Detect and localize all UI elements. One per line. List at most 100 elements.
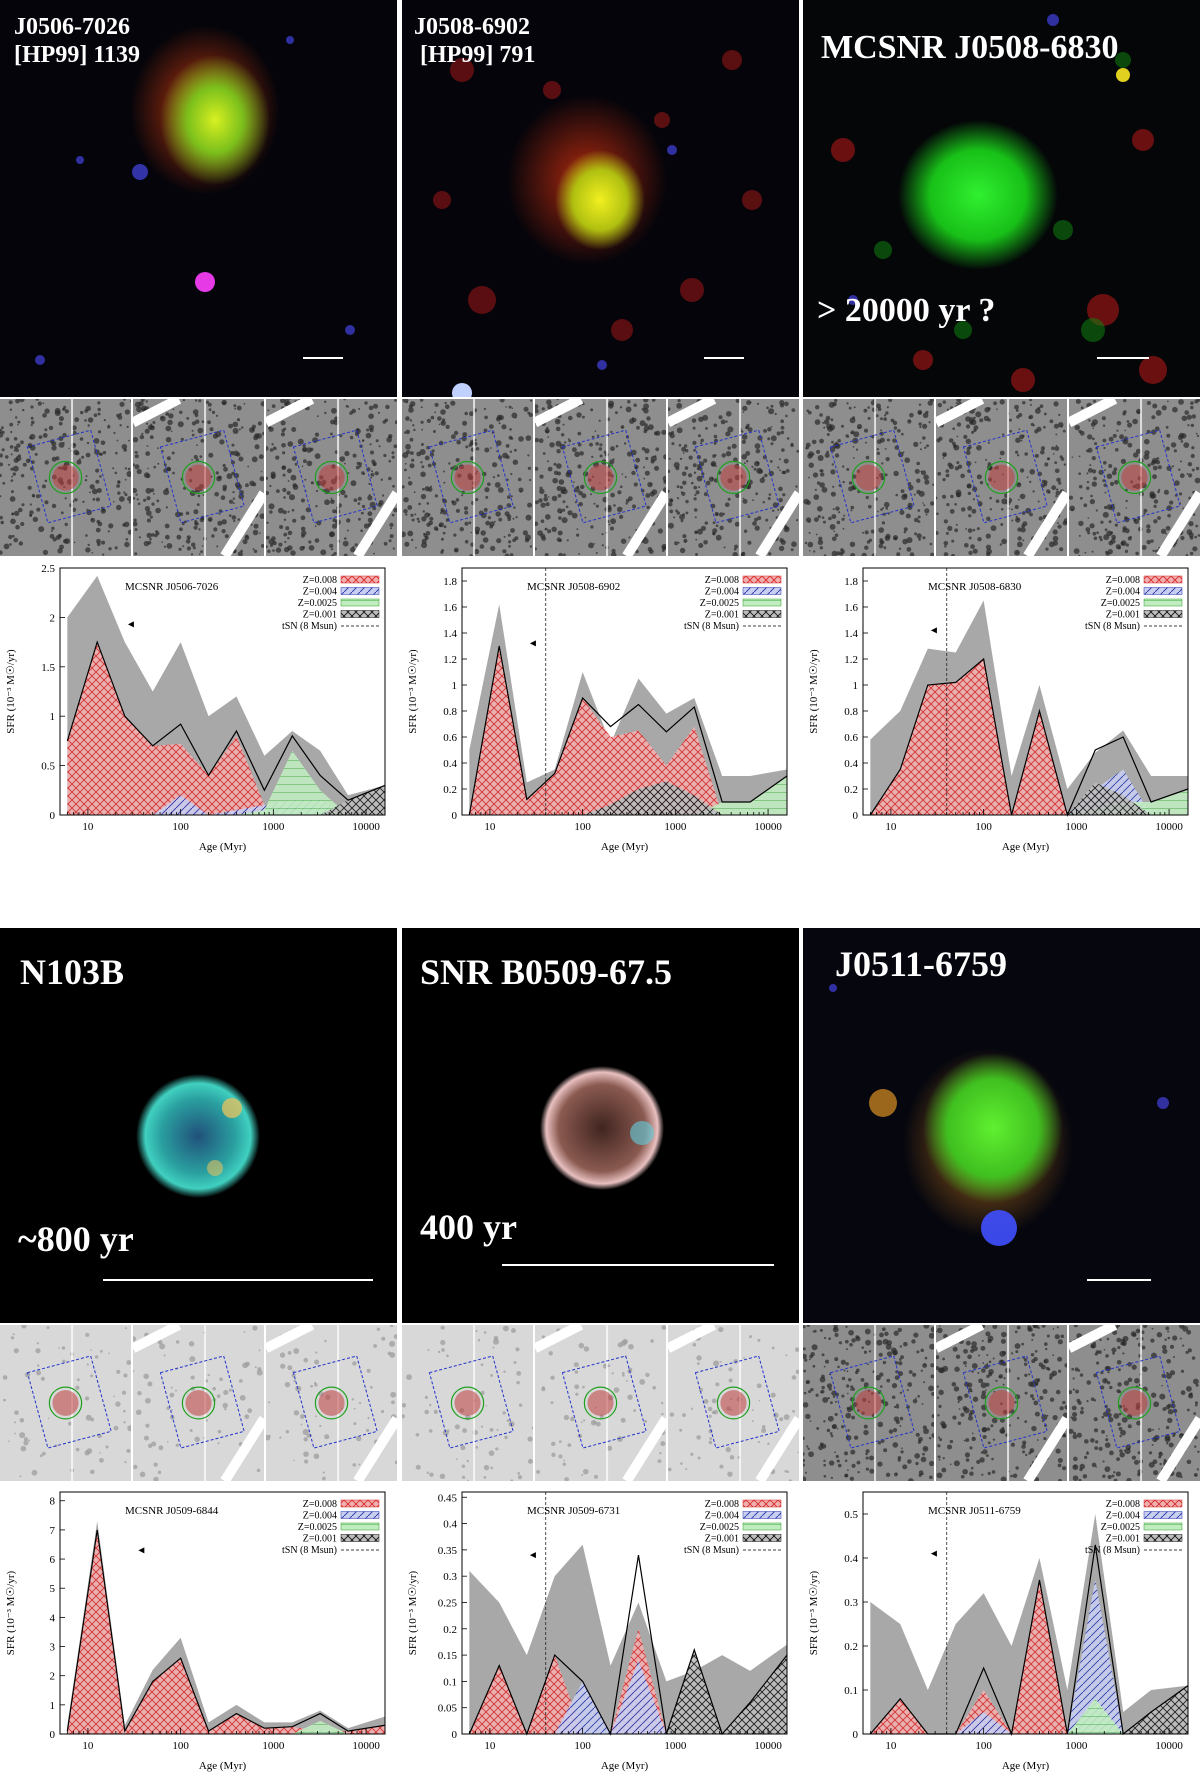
thumbnail xyxy=(668,399,799,556)
legend-label: Z=0.008 xyxy=(1106,575,1140,586)
y-tick-label: 0 xyxy=(452,1729,458,1741)
sfr-total-line xyxy=(66,640,386,801)
composite-image: MCSNR J0508-6830 > 20000 yr ? xyxy=(803,0,1200,397)
chart-title: MCSNR J0509-6731 xyxy=(527,1505,620,1517)
field-box xyxy=(829,1355,915,1449)
field-box xyxy=(561,1355,647,1449)
series-area-2 xyxy=(67,750,386,815)
thumbnail xyxy=(133,399,264,556)
legend-label: tSN (8 Msun) xyxy=(684,1545,739,1556)
image-title: SNR B0509-67.5 xyxy=(420,952,673,992)
snr-region xyxy=(454,1390,481,1416)
y-tick-label: 1 xyxy=(50,711,56,723)
sfr-uncertainty-envelope xyxy=(469,604,787,815)
age-arrow-marker xyxy=(529,640,536,647)
chart-title: MCSNR J0508-6902 xyxy=(527,581,620,593)
legend-label: Z=0.0025 xyxy=(700,1522,739,1533)
thumbnail xyxy=(0,399,131,556)
x-tick-label: 1000 xyxy=(262,1740,285,1752)
image-title: J0508-6902 [HP99] 791 xyxy=(414,14,536,68)
chart-svg: 0 0.1 0.2 0.3 0.4 0.5 10 100 1000 10000 Age (Myr) S… xyxy=(808,1491,1189,1772)
image-title: MCSNR J0508-6830 xyxy=(821,29,1119,66)
legend-label: Z=0.004 xyxy=(1106,587,1140,598)
chart-svg: 0 0.2 0.4 0.6 0.8 1 1.2 1.4 1.6 1.8 10 100 1000 10000… xyxy=(808,567,1189,853)
y-tick-label: 1.8 xyxy=(844,576,858,588)
y-tick-label: 0.4 xyxy=(844,1553,858,1565)
field-box xyxy=(26,1355,112,1449)
snr-region xyxy=(454,464,481,491)
y-tick-label: 0.6 xyxy=(443,732,457,744)
legend-label: tSN (8 Msun) xyxy=(1085,1545,1140,1556)
y-axis-label: SFR (10⁻³ M☉/yr) xyxy=(5,649,17,734)
legend-swatch xyxy=(1143,587,1183,595)
y-tick-label: 2 xyxy=(50,1671,56,1683)
legend-label: Z=0.004 xyxy=(705,1511,739,1522)
series-area-0 xyxy=(67,1529,386,1734)
thumbnail xyxy=(535,399,666,556)
y-tick-label: 0.1 xyxy=(443,1676,457,1688)
y-tick-label: 1 xyxy=(853,680,859,692)
snr-region xyxy=(855,464,882,491)
legend-label: Z=0.001 xyxy=(303,610,337,621)
y-tick-label: 0.2 xyxy=(443,1624,457,1636)
sfh-chart: 0 0.5 1 1.5 2 2.5 10 100 1000 10000 Age (Myr) SFR (… xyxy=(0,560,397,860)
x-axis-label: Age (Myr) xyxy=(199,841,247,853)
series-area-2 xyxy=(469,776,787,815)
age-arrow-marker xyxy=(930,627,937,634)
y-tick-label: 2.5 xyxy=(41,563,55,575)
series-area-3 xyxy=(469,1649,787,1734)
plot-frame xyxy=(862,567,1189,816)
thumbnail xyxy=(1069,1325,1200,1481)
composite-image: J0508-6902 [HP99] 791 xyxy=(402,0,799,397)
plot-frame xyxy=(59,567,386,816)
legend-label: Z=0.004 xyxy=(303,587,337,598)
snr-contour xyxy=(984,460,1019,495)
x-tick-label: 10000 xyxy=(352,1740,380,1752)
series-area-0 xyxy=(67,642,386,815)
chart-title: MCSNR J0511-6759 xyxy=(928,1505,1021,1517)
legend-swatch xyxy=(742,1534,782,1542)
snr-region xyxy=(318,1390,345,1416)
detection-thumbnails xyxy=(0,399,397,556)
field-box xyxy=(26,429,112,524)
legend-label: Z=0.001 xyxy=(1106,1534,1140,1545)
legend-label: Z=0.001 xyxy=(303,1534,337,1545)
age-label: > 20000 yr ? xyxy=(817,292,996,329)
x-tick-label: 1000 xyxy=(664,1740,687,1752)
y-tick-label: 0.4 xyxy=(443,1519,457,1531)
series-area-0 xyxy=(469,1628,787,1734)
snr-region xyxy=(988,1390,1015,1416)
snr-region xyxy=(855,1390,882,1416)
series-area-1 xyxy=(469,1660,787,1734)
sfr-total-line xyxy=(66,1529,386,1733)
legend-swatch xyxy=(340,1499,380,1508)
legend-swatch xyxy=(1143,575,1183,584)
y-tick-label: 0.05 xyxy=(438,1703,458,1715)
snr-contour xyxy=(450,1386,485,1420)
snr-region xyxy=(988,464,1015,491)
y-tick-label: 7 xyxy=(50,1525,56,1537)
composite-image: SNR B0509-67.5 400 yr xyxy=(402,928,799,1323)
field-box xyxy=(962,429,1048,524)
x-tick-label: 10000 xyxy=(352,821,380,833)
scale-bar xyxy=(103,1279,373,1281)
snr-contour xyxy=(314,460,349,495)
sfh-chart: 0 0.2 0.4 0.6 0.8 1 1.2 1.4 1.6 1.8 10 100 1000 10000… xyxy=(402,560,799,860)
y-tick-label: 6 xyxy=(50,1554,56,1566)
legend-swatch xyxy=(340,587,380,595)
x-tick-label: 100 xyxy=(975,1740,992,1752)
legend-label: Z=0.001 xyxy=(1106,610,1140,621)
detection-thumbnails xyxy=(803,1325,1200,1481)
sfh-chart: 0 1 2 3 4 5 6 7 8 10 100 1000 10000 Age (Myr) SFR (10⁻… xyxy=(0,1484,397,1779)
x-axis-label: Age (Myr) xyxy=(601,1760,649,1772)
x-axis-label: Age (Myr) xyxy=(601,841,649,853)
snr-contour xyxy=(48,1386,83,1420)
x-tick-label: 1000 xyxy=(262,821,285,833)
x-tick-label: 100 xyxy=(975,821,992,833)
y-tick-label: 1 xyxy=(50,1700,56,1712)
field-box xyxy=(292,429,378,524)
snr-region xyxy=(587,1390,614,1416)
series-area-0 xyxy=(469,646,787,815)
snr-contour xyxy=(181,1386,216,1420)
series-area-3 xyxy=(469,781,787,815)
